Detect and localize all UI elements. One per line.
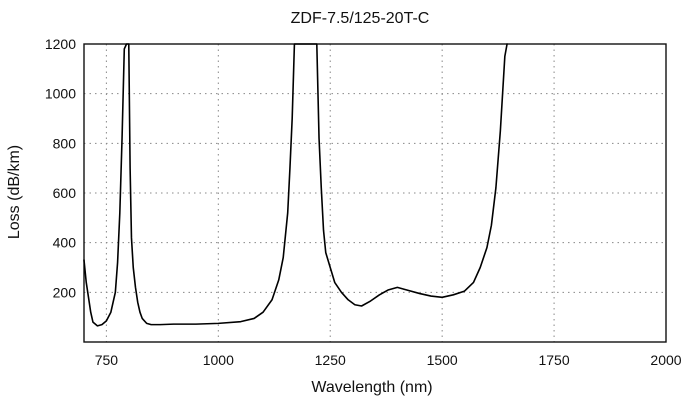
y-tick-label-800: 800 xyxy=(53,135,77,151)
y-tick-label-1200: 1200 xyxy=(45,36,76,52)
plot-frame xyxy=(83,43,667,343)
x-tick-label-2000: 2000 xyxy=(650,352,681,368)
y-tick-label-400: 400 xyxy=(53,235,77,251)
chart-title: ZDF-7.5/125-20T-C xyxy=(291,10,430,27)
y-axis-label: Loss (dB/km) xyxy=(6,145,23,239)
y-tick-label-1000: 1000 xyxy=(45,86,76,102)
x-tick-label-750: 750 xyxy=(95,352,119,368)
series-layer xyxy=(83,43,508,327)
y-tick-label-200: 200 xyxy=(53,284,77,300)
y-tick-label-600: 600 xyxy=(53,185,77,201)
x-tick-label-1750: 1750 xyxy=(538,352,569,368)
x-tick-label-1000: 1000 xyxy=(203,352,234,368)
grid-layer xyxy=(84,44,666,342)
x-tick-label-1250: 1250 xyxy=(315,352,346,368)
x-axis-label: Wavelength (nm) xyxy=(311,379,432,396)
loss-series-line-0 xyxy=(83,43,508,327)
tick-labels: 750 1000 1250 1500 1750 2000 200 400 600 800 1000 1… xyxy=(45,36,682,368)
x-tick-label-1500: 1500 xyxy=(427,352,458,368)
